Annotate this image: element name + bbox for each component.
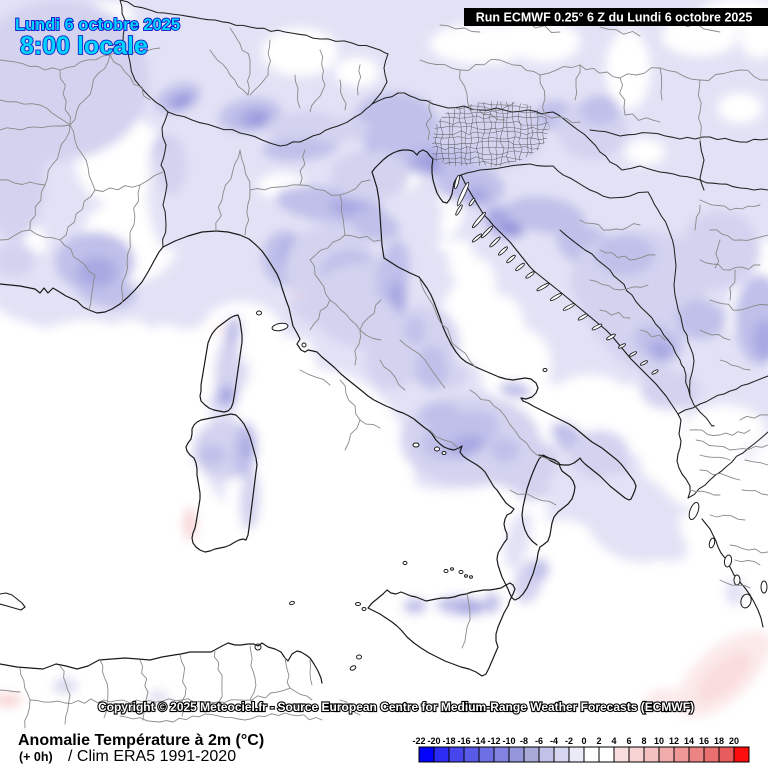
svg-text:0: 0	[581, 736, 586, 746]
svg-text:16: 16	[699, 736, 709, 746]
svg-text:/ Clim ERA5 1991-2020: / Clim ERA5 1991-2020	[68, 748, 236, 765]
svg-text:20: 20	[729, 736, 739, 746]
svg-text:18: 18	[714, 736, 724, 746]
svg-text:-16: -16	[457, 736, 470, 746]
svg-text:6: 6	[626, 736, 631, 746]
svg-text:-22: -22	[412, 736, 425, 746]
svg-text:-10: -10	[502, 736, 515, 746]
svg-text:-14: -14	[472, 736, 485, 746]
svg-text:10: 10	[654, 736, 664, 746]
svg-text:-18: -18	[442, 736, 455, 746]
svg-text:Run ECMWF 0.25° 6 Z du Lundi 6: Run ECMWF 0.25° 6 Z du Lundi 6 octobre 2…	[476, 11, 753, 25]
svg-text:-20: -20	[427, 736, 440, 746]
svg-text:(+ 0h): (+ 0h)	[19, 750, 53, 764]
svg-text:Copyright © 2025 Meteociel.fr: Copyright © 2025 Meteociel.fr - Source E…	[98, 700, 694, 714]
svg-text:8: 8	[641, 736, 646, 746]
svg-text:-12: -12	[487, 736, 500, 746]
svg-text:Lundi 6 octobre 2025: Lundi 6 octobre 2025	[15, 16, 180, 34]
svg-text:8:00 locale: 8:00 locale	[20, 32, 148, 60]
svg-text:-8: -8	[520, 736, 528, 746]
svg-text:-6: -6	[535, 736, 543, 746]
svg-text:-2: -2	[565, 736, 573, 746]
svg-text:-4: -4	[550, 736, 558, 746]
svg-text:14: 14	[684, 736, 694, 746]
svg-text:12: 12	[669, 736, 679, 746]
svg-text:Anomalie Température à 2m (°C): Anomalie Température à 2m (°C)	[18, 732, 264, 749]
svg-text:4: 4	[611, 736, 616, 746]
svg-text:2: 2	[596, 736, 601, 746]
